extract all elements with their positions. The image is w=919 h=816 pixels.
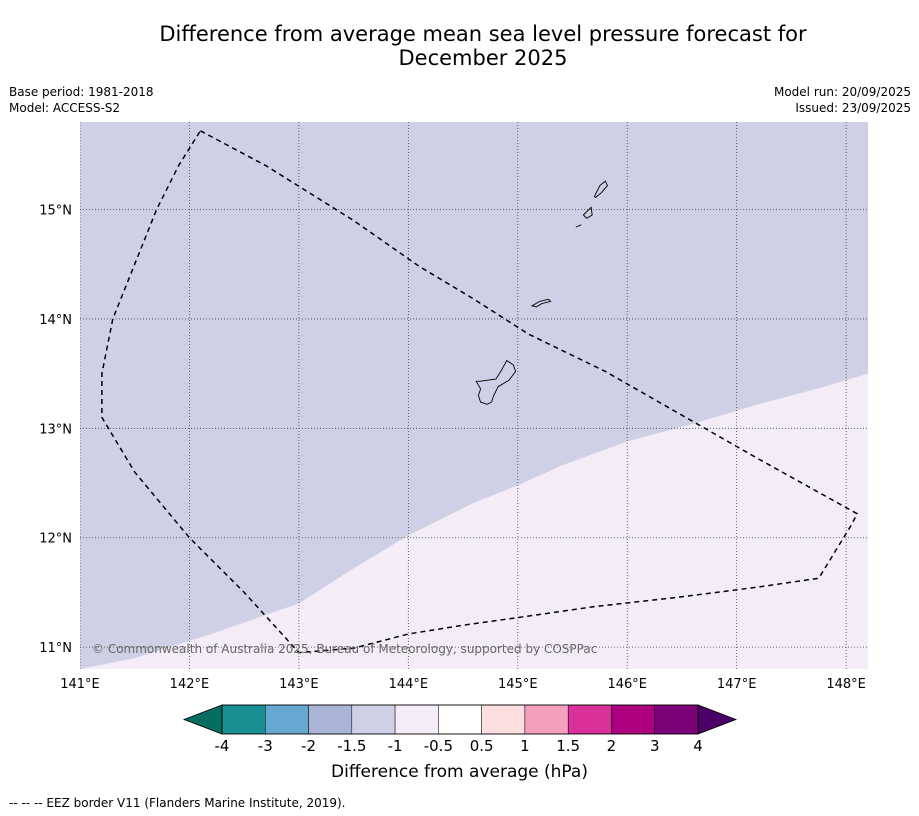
colorbar-swatch	[524, 704, 569, 735]
colorbar-label: Difference from average (hPa)	[331, 762, 588, 782]
model-info: Base period: 1981-2018 Model: ACCESS-S2	[9, 84, 154, 116]
colorbar-under-arrow	[182, 704, 223, 735]
eez-border	[101, 130, 859, 654]
lon-tick-label: 143°E	[279, 677, 319, 692]
colorbar-swatch	[438, 704, 482, 735]
anomaly-region	[80, 373, 868, 669]
colorbar-tick-label: -3	[258, 737, 273, 755]
lat-tick-label: 12°N	[39, 532, 72, 547]
lon-tick-label: 146°E	[607, 677, 647, 692]
island-guam	[475, 359, 517, 405]
colorbar-swatch	[394, 704, 439, 735]
title-line-2: December 2025	[398, 46, 568, 70]
island-rota	[530, 298, 552, 308]
colorbar-swatch	[654, 704, 699, 735]
colorbar-swatch	[265, 704, 309, 735]
model-name: Model: ACCESS-S2	[9, 101, 121, 115]
chart-title: Difference from average mean sea level p…	[120, 22, 846, 70]
island-aguijan	[575, 224, 582, 228]
lon-tick-label: 142°E	[170, 677, 210, 692]
colorbar-tick-label: 4	[693, 737, 703, 755]
model-run-date: Model run: 20/09/2025	[773, 85, 911, 99]
colorbar-swatch	[351, 704, 396, 735]
colorbar: -4 -3 -2 -1.5 -1 -0.5 0.5 1 1.5 2 3 4	[182, 704, 738, 755]
run-info: Model run: 20/09/2025 Issued: 23/09/2025	[774, 84, 911, 116]
plot-area	[80, 122, 868, 669]
axis-labels: 141°E 142°E 143°E 144°E 145°E 146°E 147°E 148°E…	[39, 204, 866, 692]
colorbar-frame	[221, 704, 699, 735]
colorbar-over-arrow	[697, 704, 738, 735]
lon-tick-label: 145°E	[498, 677, 538, 692]
colorbar-tick-label: 0.5	[470, 737, 494, 755]
colorbar-tick-label: 1.5	[556, 737, 580, 755]
colorbar-swatch	[481, 704, 526, 735]
colorbar-tick-label: 3	[650, 737, 660, 755]
colorbar-tick-label: -2	[301, 737, 316, 755]
lon-tick-label: 147°E	[717, 677, 757, 692]
lat-tick-label: 11°N	[39, 641, 72, 656]
island-tinian	[582, 206, 593, 219]
colorbar-tick-label: -0.5	[424, 737, 453, 755]
colorbar-swatch	[221, 704, 266, 735]
base-period: Base period: 1981-2018	[9, 85, 154, 99]
colorbar-tick-label: -4	[215, 737, 230, 755]
pressure-anomaly-map: 141°E 142°E 143°E 144°E 145°E 146°E 147°E 148°E…	[39, 122, 868, 755]
colorbar-swatch	[611, 704, 655, 735]
colorbar-tick-label: 2	[607, 737, 617, 755]
colorbar-tick-label: 1	[520, 737, 530, 755]
lon-tick-label: 141°E	[60, 677, 100, 692]
issued-date: Issued: 23/09/2025	[795, 101, 911, 115]
island-saipan	[593, 180, 609, 199]
eez-footnote: -- -- -- EEZ border V11 (Flanders Marine…	[9, 796, 346, 810]
title-line-1: Difference from average mean sea level p…	[159, 22, 807, 46]
lat-tick-label: 14°N	[39, 313, 72, 328]
attribution-text: © Commonwealth of Australia 2025, Bureau…	[92, 642, 597, 656]
colorbar-tick-label: -1	[388, 737, 403, 755]
colorbar-swatch	[567, 704, 612, 735]
lon-tick-label: 148°E	[826, 677, 866, 692]
lat-tick-label: 15°N	[39, 204, 72, 219]
lon-tick-label: 144°E	[389, 677, 429, 692]
lat-tick-label: 13°N	[39, 422, 72, 437]
colorbar-tick-label: -1.5	[337, 737, 366, 755]
colorbar-swatch	[308, 704, 353, 735]
